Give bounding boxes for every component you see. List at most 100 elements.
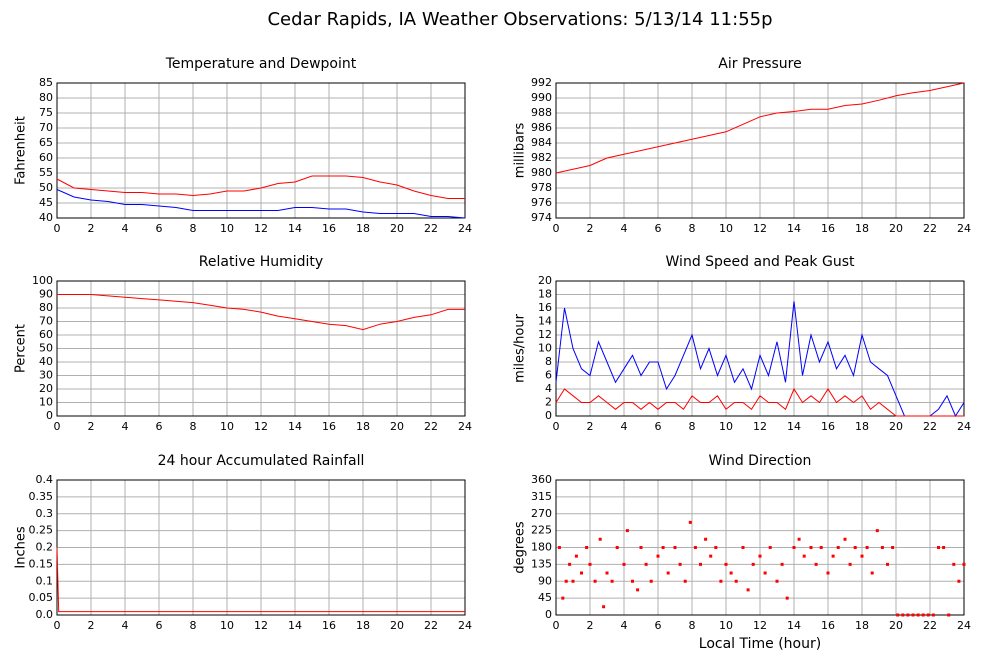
- x-tick-label: 18: [855, 619, 869, 632]
- x-tick-label: 2: [587, 222, 594, 235]
- x-tick-label: 0: [54, 420, 61, 433]
- x-tick-label: 24: [458, 222, 472, 235]
- y-tick-label: 976: [531, 196, 552, 209]
- data-point: [598, 537, 602, 541]
- data-point: [785, 596, 789, 600]
- data-point: [906, 613, 910, 617]
- y-tick-label: 0: [545, 608, 552, 621]
- x-tick-label: 12: [753, 222, 767, 235]
- data-point: [809, 546, 813, 549]
- data-point: [580, 571, 583, 575]
- y-tick-label: 0.05: [29, 591, 54, 604]
- data-point: [568, 562, 572, 566]
- x-tick-label: 2: [88, 619, 95, 632]
- data-point: [615, 546, 619, 549]
- data-point: [574, 554, 578, 558]
- y-axis-label: Fahrenheit: [14, 116, 29, 185]
- data-point: [802, 554, 806, 558]
- x-tick-label: 14: [288, 222, 302, 235]
- data-point: [678, 562, 682, 566]
- x-tick-label: 22: [424, 619, 438, 632]
- y-tick-label: 100: [32, 274, 53, 287]
- x-tick-label: 12: [254, 222, 268, 235]
- data-point: [853, 546, 857, 549]
- x-tick-label: 16: [322, 619, 336, 632]
- y-tick-label: 80: [39, 301, 53, 314]
- x-tick-label: 12: [753, 619, 767, 632]
- data-point: [709, 554, 713, 558]
- data-point: [585, 546, 589, 549]
- y-tick-label: 55: [39, 166, 53, 179]
- y-tick-label: 0.4: [36, 473, 54, 486]
- y-axis-label: Percent: [14, 324, 29, 373]
- data-point: [831, 554, 835, 558]
- x-tick-label: 22: [424, 222, 438, 235]
- data-point: [602, 605, 606, 609]
- y-tick-label: 988: [531, 106, 552, 119]
- data-point: [588, 562, 592, 566]
- data-point: [741, 546, 745, 549]
- x-tick-label: 24: [957, 420, 971, 433]
- data-point: [734, 579, 738, 583]
- y-tick-label: 90: [39, 288, 53, 301]
- y-tick-label: 45: [538, 591, 552, 604]
- data-point: [911, 613, 915, 617]
- data-line: [555, 82, 965, 174]
- x-tick-label: 16: [821, 420, 835, 433]
- y-tick-label: 0: [46, 409, 53, 422]
- y-tick-label: 180: [531, 541, 552, 554]
- data-point: [673, 546, 677, 549]
- data-point: [780, 562, 784, 566]
- y-tick-label: 4: [545, 382, 552, 395]
- data-point: [639, 546, 643, 549]
- data-point: [926, 613, 930, 617]
- y-tick-label: 60: [39, 328, 53, 341]
- x-tick-label: 2: [587, 619, 594, 632]
- x-tick-label: 6: [156, 222, 163, 235]
- x-tick-label: 2: [88, 222, 95, 235]
- data-point: [901, 613, 905, 617]
- x-tick-label: 8: [190, 619, 197, 632]
- data-point: [896, 613, 900, 617]
- y-tick-label: 980: [531, 166, 552, 179]
- x-tick-label: 14: [288, 619, 302, 632]
- data-point: [622, 562, 626, 566]
- x-tick-label: 8: [689, 222, 696, 235]
- chart-title: Temperature and Dewpoint: [165, 56, 357, 72]
- data-point: [957, 579, 961, 583]
- x-tick-label: 22: [923, 619, 937, 632]
- y-tick-label: 992: [531, 76, 552, 89]
- data-point: [729, 571, 733, 575]
- x-tick-label: 18: [855, 222, 869, 235]
- x-tick-label: 20: [390, 619, 404, 632]
- chart-title: Air Pressure: [718, 56, 801, 72]
- data-point: [625, 529, 629, 533]
- data-line: [555, 301, 965, 418]
- data-point: [880, 546, 884, 549]
- data-line: [555, 387, 964, 417]
- data-point: [557, 546, 561, 549]
- y-tick-label: 0: [545, 409, 552, 422]
- y-tick-label: 50: [39, 342, 53, 355]
- x-tick-label: 10: [719, 420, 733, 433]
- y-tick-label: 90: [538, 574, 552, 587]
- data-point: [610, 579, 614, 583]
- x-tick-label: 12: [254, 619, 268, 632]
- y-tick-label: 20: [39, 382, 53, 395]
- x-tick-label: 22: [424, 420, 438, 433]
- data-point: [704, 537, 708, 541]
- y-axis-label: Inches: [14, 526, 29, 568]
- data-point: [819, 546, 823, 549]
- data-line: [57, 294, 465, 331]
- y-tick-label: 45: [39, 196, 53, 209]
- chart-title: Wind Speed and Peak Gust: [666, 254, 855, 270]
- x-tick-label: 8: [190, 420, 197, 433]
- x-tick-label: 4: [122, 619, 129, 632]
- y-tick-label: 70: [39, 315, 53, 328]
- x-tick-label: 20: [390, 222, 404, 235]
- data-point: [931, 613, 935, 617]
- data-point: [860, 554, 864, 558]
- x-tick-label: 18: [356, 420, 370, 433]
- data-point: [649, 579, 653, 583]
